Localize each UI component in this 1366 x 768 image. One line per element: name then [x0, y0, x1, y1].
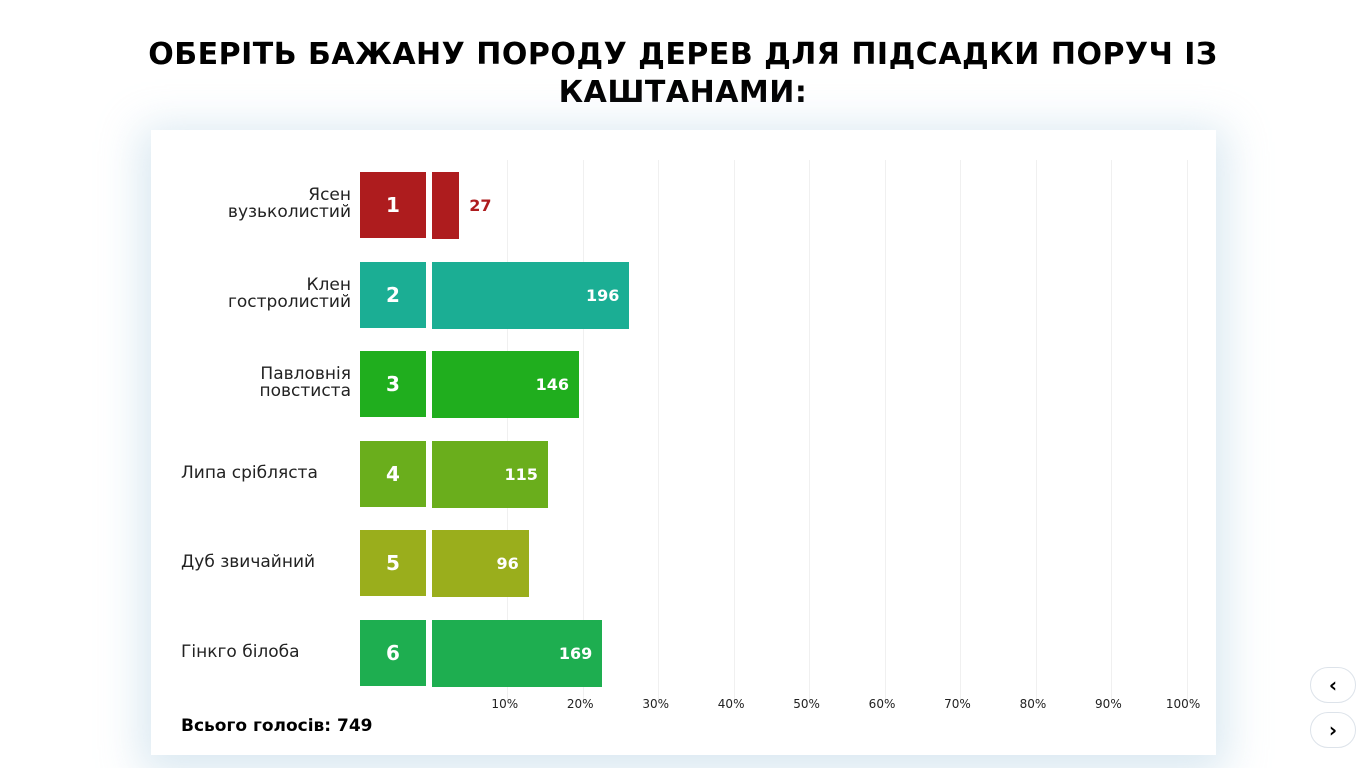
gridline [582, 160, 584, 700]
bar [432, 530, 529, 598]
x-tick-label: 70% [944, 697, 971, 711]
next-button[interactable]: › [1310, 712, 1356, 748]
x-tick-label: 10% [491, 697, 519, 711]
value-label: 115 [504, 464, 538, 484]
poll-chart: Всього голосів: 749 10% 20% 30% 40% 50% 60% 70… [151, 130, 1216, 755]
x-tick-label: 30% [642, 697, 670, 711]
category-label: Павловнія повстиста [259, 364, 352, 402]
category-label: Липа срібляста [181, 462, 318, 483]
gridline [809, 160, 811, 700]
category-label: Клен гостролистий [227, 274, 351, 312]
gridline [507, 160, 509, 700]
gridline [1186, 160, 1188, 700]
option-number[interactable]: 3 [360, 351, 426, 418]
page-title: ОБЕРІТЬ БАЖАНУ ПОРОДУ ДЕРЕВ ДЛЯ ПІДСАДКИ… [148, 37, 1218, 110]
value-label: 146 [535, 375, 570, 395]
bar [432, 620, 603, 687]
option-number[interactable]: 2 [360, 261, 426, 328]
value-label: 196 [586, 285, 620, 305]
option-number[interactable]: 4 [360, 440, 426, 507]
x-tick-label: 20% [566, 697, 594, 711]
gridline [658, 160, 660, 700]
gridline [1111, 160, 1113, 700]
category-label: Гінкго білоба [181, 642, 300, 662]
x-tick-label: 100% [1165, 697, 1201, 711]
value-label: 169 [558, 644, 593, 663]
gridline [960, 160, 962, 700]
bar [432, 172, 460, 239]
category-label: Дуб звичайний [181, 552, 316, 573]
x-tick-label: 90% [1095, 697, 1122, 711]
value-label: 27 [469, 196, 492, 215]
x-tick-label: 50% [793, 697, 820, 711]
gridline [1035, 160, 1037, 700]
chevron-left-icon: ‹ [1328, 673, 1338, 697]
gridline [884, 160, 886, 700]
x-tick-label: 80% [1019, 697, 1047, 711]
gridline [733, 160, 735, 700]
option-number[interactable]: 1 [360, 172, 426, 238]
x-tick-label: 40% [717, 697, 745, 711]
chevron-right-icon: › [1328, 718, 1338, 742]
option-number[interactable]: 6 [360, 620, 426, 686]
option-number[interactable]: 5 [360, 530, 426, 597]
prev-button[interactable]: ‹ [1310, 667, 1356, 703]
total-votes: Всього голосів: 749 [181, 716, 373, 736]
bar [432, 351, 580, 419]
category-label: Ясен вузьколистий [227, 185, 351, 222]
bar [432, 440, 548, 508]
x-tick-label: 60% [868, 697, 896, 711]
bar [432, 261, 630, 329]
value-label: 96 [496, 554, 519, 574]
